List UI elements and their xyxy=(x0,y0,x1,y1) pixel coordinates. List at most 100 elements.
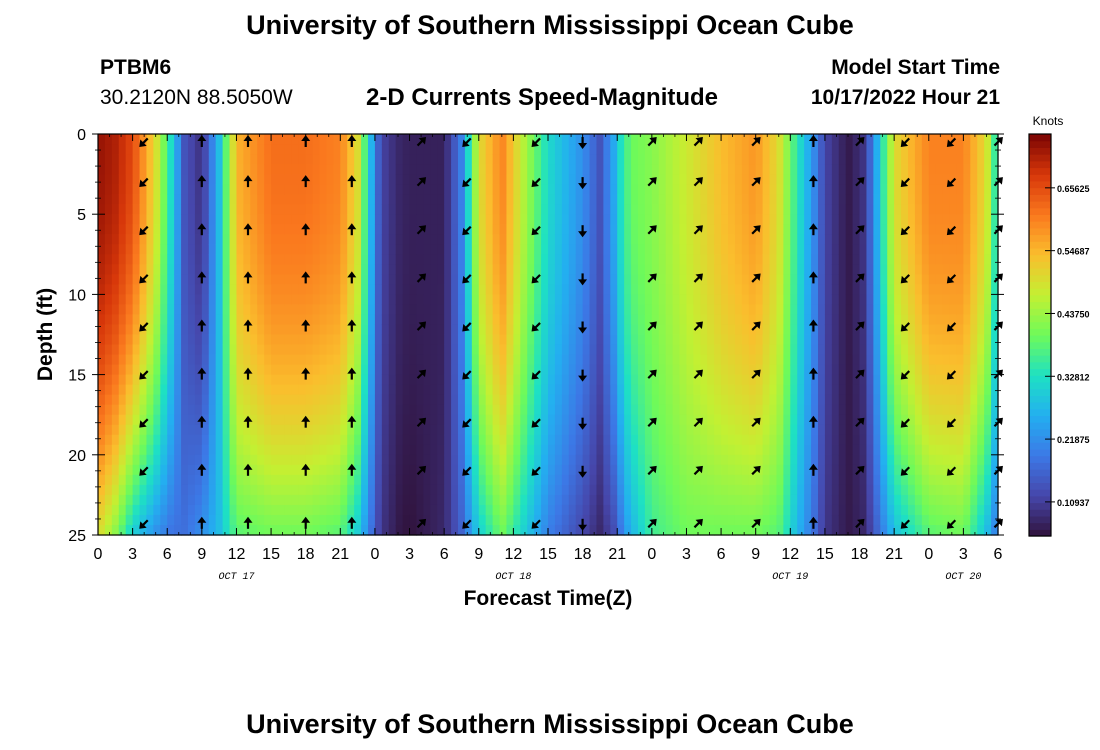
heatmap-cell xyxy=(734,354,743,366)
heatmap-cell xyxy=(658,284,667,296)
heatmap-cell xyxy=(811,424,819,436)
heatmap-cell xyxy=(707,384,715,396)
heatmap-cell xyxy=(776,414,784,426)
heatmap-cell xyxy=(596,234,604,245)
heatmap-cell xyxy=(250,204,258,215)
heatmap-cell xyxy=(804,314,812,326)
heatmap-cell xyxy=(478,234,487,245)
heatmap-cell xyxy=(506,184,514,195)
heatmap-cell xyxy=(693,144,701,155)
heatmap-cell xyxy=(762,214,771,225)
heatmap-cell xyxy=(651,254,660,265)
heatmap-cell xyxy=(451,154,459,165)
heatmap-cell xyxy=(471,364,480,376)
heatmap-cell xyxy=(631,214,639,225)
heatmap-cell xyxy=(188,164,196,175)
heatmap-cell xyxy=(409,324,418,336)
heatmap-cell xyxy=(326,434,334,446)
heatmap-cell xyxy=(146,324,154,336)
heatmap-cell xyxy=(624,194,632,205)
heatmap-cell xyxy=(568,204,577,215)
heatmap-cell xyxy=(838,514,847,526)
heatmap-cell xyxy=(873,314,881,326)
heatmap-cell xyxy=(617,244,625,255)
heatmap-cell xyxy=(153,254,161,265)
heatmap-cell xyxy=(700,434,708,446)
heatmap-cell xyxy=(748,404,757,416)
heatmap-cell xyxy=(824,224,833,235)
heatmap-cell xyxy=(582,434,591,446)
heatmap-cell xyxy=(838,244,847,255)
heatmap-cell xyxy=(651,204,660,215)
heatmap-cell xyxy=(638,434,646,446)
heatmap-cell xyxy=(139,464,148,476)
heatmap-cell xyxy=(125,444,134,456)
heatmap-cell xyxy=(755,354,764,366)
heatmap-cell xyxy=(852,524,861,536)
heatmap-cell xyxy=(409,244,418,255)
heatmap-cell xyxy=(887,514,895,526)
heatmap-cell xyxy=(188,294,196,306)
heatmap-cell xyxy=(638,464,646,476)
heatmap-cell xyxy=(388,434,397,446)
heatmap-cell xyxy=(741,294,750,306)
heatmap-cell xyxy=(485,274,494,285)
heatmap-cell xyxy=(464,514,473,526)
heatmap-cell xyxy=(610,174,618,185)
heatmap-cell xyxy=(748,374,757,386)
heatmap-cell xyxy=(188,134,196,145)
heatmap-cell xyxy=(942,194,951,205)
heatmap-cell xyxy=(125,254,134,265)
heatmap-cell xyxy=(672,144,681,155)
heatmap-cell xyxy=(208,484,217,496)
heatmap-cell xyxy=(603,514,611,526)
heatmap-cell xyxy=(485,504,494,516)
heatmap-cell xyxy=(229,294,238,306)
heatmap-cell xyxy=(402,284,411,296)
heatmap-cell xyxy=(582,384,591,396)
heatmap-cell xyxy=(312,334,321,346)
heatmap-cell xyxy=(603,174,611,185)
heatmap-cell xyxy=(146,344,154,356)
heatmap-cell xyxy=(361,294,369,306)
heatmap-cell xyxy=(278,494,286,506)
heatmap-cell xyxy=(811,244,819,255)
heatmap-cell xyxy=(734,514,743,526)
heatmap-cell xyxy=(672,274,681,285)
heatmap-cell xyxy=(741,364,750,376)
heatmap-cell xyxy=(541,484,549,496)
heatmap-cell xyxy=(229,454,238,466)
heatmap-cell xyxy=(201,374,210,386)
heatmap-cell xyxy=(319,284,328,296)
heatmap-cell xyxy=(596,454,604,466)
heatmap-cell xyxy=(769,384,778,396)
heatmap-cell xyxy=(783,414,791,426)
heatmap-cell xyxy=(395,354,404,366)
heatmap-cell xyxy=(831,334,840,346)
heatmap-cell xyxy=(887,504,895,516)
heatmap-cell xyxy=(949,274,958,285)
heatmap-cell xyxy=(98,164,106,175)
heatmap-cell xyxy=(506,334,514,346)
heatmap-cell xyxy=(98,144,106,155)
heatmap-cell xyxy=(942,274,951,285)
heatmap-cell xyxy=(949,144,958,155)
heatmap-cell xyxy=(935,224,944,235)
heatmap-cell xyxy=(458,494,466,506)
heatmap-cell xyxy=(492,374,501,386)
heatmap-cell xyxy=(471,454,480,466)
heatmap-cell xyxy=(174,134,182,145)
heatmap-cell xyxy=(492,234,501,245)
heatmap-cell xyxy=(146,174,154,185)
heatmap-cell xyxy=(748,364,757,376)
heatmap-cell xyxy=(492,204,501,215)
heatmap-cell xyxy=(921,404,930,416)
heatmap-cell xyxy=(707,234,715,245)
heatmap-cell xyxy=(617,264,625,275)
heatmap-cell xyxy=(208,284,217,296)
heatmap-cell xyxy=(98,354,106,366)
heatmap-cell xyxy=(866,274,874,285)
heatmap-cell xyxy=(644,374,653,386)
heatmap-cell xyxy=(866,384,874,396)
heatmap-cell xyxy=(208,344,217,356)
